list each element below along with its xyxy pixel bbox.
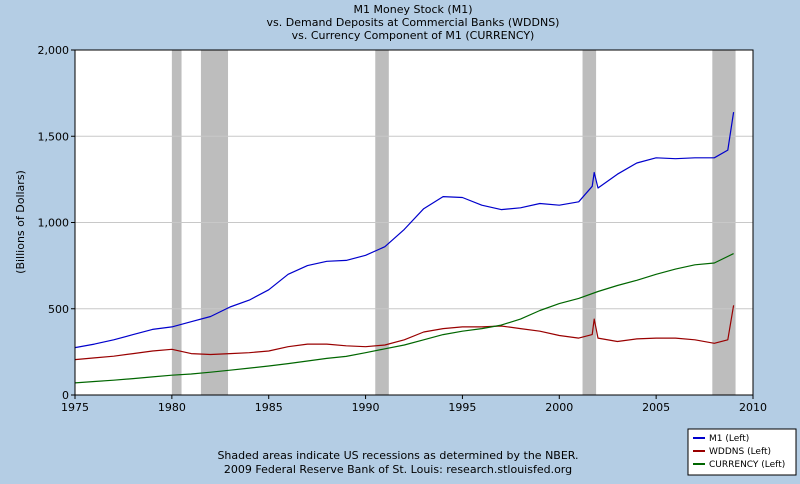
axes: 1975 1980 1985 1990 1995 2000 2005 2010 0 500 1,00…: [38, 44, 768, 414]
gridlines: [75, 135, 753, 310]
legend-label-currency: CURRENCY (Left): [709, 460, 785, 470]
legend-label-wddns: WDDNS (Left): [709, 447, 771, 457]
series-line-0: [74, 112, 735, 349]
y-tick-label: 1,000: [38, 217, 70, 230]
y-tick-label: 500: [48, 303, 69, 316]
y-tick-label: 2,000: [38, 44, 70, 57]
x-tick-label: 1980: [158, 401, 186, 414]
footer-source: 2009 Federal Reserve Bank of St. Louis: …: [224, 463, 572, 476]
series-line-1: [74, 305, 735, 361]
x-tick-label: 2005: [642, 401, 670, 414]
x-tick-label: 2010: [739, 401, 767, 414]
x-tick-label: 2000: [545, 401, 573, 414]
series-line-2: [74, 253, 734, 384]
legend: M1 (Left) WDDNS (Left) CURRENCY (Left): [687, 428, 797, 476]
y-tick-label: 0: [62, 389, 69, 402]
chart-title-line-2: vs. Demand Deposits at Commercial Banks …: [267, 16, 560, 29]
series-lines: [74, 112, 735, 384]
x-tick-label: 1990: [352, 401, 380, 414]
x-tick-label: 1985: [255, 401, 283, 414]
legend-box: [687, 428, 797, 476]
y-axis-label: (Billions of Dollars): [14, 170, 27, 274]
x-tick-label: 1995: [448, 401, 476, 414]
legend-label-m1: M1 (Left): [709, 434, 749, 444]
y-tick-label: 1,500: [38, 130, 70, 143]
chart-title-line-1: M1 Money Stock (M1): [354, 3, 473, 16]
footer-note: Shaded areas indicate US recessions as d…: [217, 449, 578, 462]
x-tick-label: 1975: [61, 401, 89, 414]
chart-title-line-3: vs. Currency Component of M1 (CURRENCY): [292, 29, 535, 42]
